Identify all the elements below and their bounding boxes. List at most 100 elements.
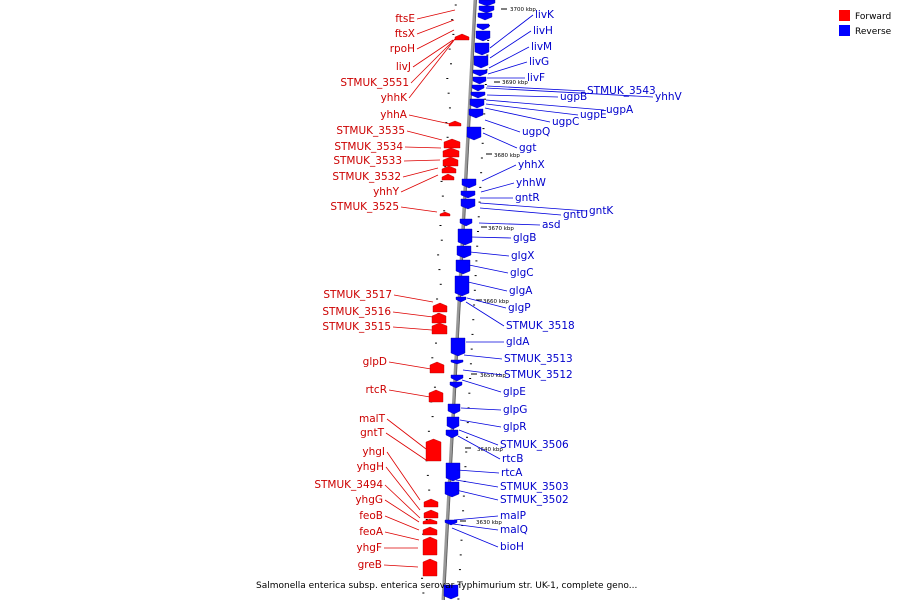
reverse-gene-arrow[interactable] [446,416,460,430]
reverse-gene-arrow[interactable] [457,228,473,246]
reverse-gene-label[interactable]: STMUK_3503 [500,481,569,493]
reverse-gene-arrow[interactable] [472,69,488,77]
reverse-gene-label[interactable]: STMUK_3512 [504,369,573,381]
reverse-gene-label[interactable]: glgX [511,250,534,262]
forward-gene-arrow[interactable] [431,312,447,324]
forward-gene-arrow[interactable] [432,302,448,313]
reverse-gene-arrow[interactable] [444,481,460,498]
reverse-gene-label[interactable]: STMUK_3513 [504,353,573,365]
forward-gene-label[interactable]: STMUK_3515 [322,321,391,333]
forward-gene-label[interactable]: yhhY [373,186,400,198]
reverse-gene-arrow[interactable] [447,403,461,415]
forward-gene-label[interactable]: yhgG [355,494,383,506]
reverse-gene-arrow[interactable] [460,198,476,210]
forward-gene-arrow[interactable] [454,33,470,41]
reverse-gene-label[interactable]: ugpQ [522,126,550,138]
forward-gene-arrow[interactable] [422,526,438,536]
forward-gene-label[interactable]: yhhK [381,92,409,104]
forward-gene-arrow[interactable] [423,509,439,519]
reverse-gene-label[interactable]: yhhX [518,159,545,171]
reverse-gene-label[interactable]: ugpE [580,109,607,121]
reverse-gene-arrow[interactable] [455,296,467,303]
reverse-gene-arrow[interactable] [466,126,482,141]
reverse-gene-label[interactable]: asd [542,219,561,231]
reverse-gene-label[interactable]: STMUK_3518 [506,320,575,332]
reverse-gene-label[interactable]: malP [500,510,526,522]
forward-gene-label[interactable]: STMUK_3535 [336,125,405,137]
forward-gene-label[interactable]: feoB [359,510,383,522]
reverse-gene-label[interactable]: livM [531,41,552,53]
reverse-gene-arrow[interactable] [445,429,459,439]
reverse-gene-label[interactable]: bioH [500,541,524,553]
forward-gene-label[interactable]: STMUK_3525 [330,201,399,213]
forward-gene-label[interactable]: yhgI [362,446,385,458]
reverse-gene-label[interactable]: glpG [503,404,527,416]
reverse-gene-label[interactable]: glgB [513,232,536,244]
reverse-gene-label[interactable]: livK [535,9,555,21]
forward-gene-arrow[interactable] [422,536,438,556]
reverse-gene-label[interactable]: malQ [500,524,528,536]
forward-gene-arrow[interactable] [425,438,442,462]
reverse-gene-arrow[interactable] [443,584,459,600]
forward-gene-arrow[interactable] [441,165,457,174]
forward-gene-arrow[interactable] [443,138,461,149]
reverse-gene-arrow[interactable] [471,84,485,92]
forward-gene-label[interactable]: STMUK_3551 [340,77,409,89]
reverse-gene-label[interactable]: rtcB [502,453,523,465]
reverse-gene-arrow[interactable] [461,178,477,189]
forward-gene-label[interactable]: malT [359,413,386,425]
forward-gene-label[interactable]: ftsX [395,28,415,40]
reverse-gene-arrow[interactable] [459,218,473,227]
reverse-gene-label[interactable]: gntU [563,209,588,221]
reverse-gene-label[interactable]: glgA [509,285,533,297]
reverse-gene-label[interactable]: ggt [519,142,536,154]
reverse-gene-arrow[interactable] [449,381,463,389]
forward-gene-arrow[interactable] [429,361,445,374]
reverse-gene-label[interactable]: STMUK_3502 [500,494,569,506]
reverse-gene-label[interactable]: rtcA [501,467,523,479]
forward-gene-label[interactable]: rpoH [390,43,415,55]
reverse-gene-arrow[interactable] [454,275,470,297]
reverse-gene-label[interactable]: livG [529,56,549,68]
reverse-gene-arrow[interactable] [472,76,487,85]
reverse-gene-label[interactable]: glgC [510,267,534,279]
forward-gene-label[interactable]: STMUK_3533 [333,155,402,167]
reverse-gene-label[interactable]: STMUK_3506 [500,439,569,451]
forward-gene-arrow[interactable] [442,156,459,167]
reverse-gene-label[interactable]: livH [533,25,553,37]
forward-gene-label[interactable]: yhgH [357,461,384,473]
forward-gene-arrow[interactable] [439,211,451,217]
reverse-gene-arrow[interactable] [476,23,490,31]
forward-gene-label[interactable]: STMUK_3534 [334,141,403,153]
forward-gene-arrow[interactable] [423,498,439,508]
reverse-gene-label[interactable]: ugpB [560,91,587,103]
forward-gene-label[interactable]: feoA [359,526,384,538]
forward-gene-label[interactable]: STMUK_3532 [332,171,401,183]
forward-gene-arrow[interactable] [428,389,444,403]
reverse-gene-arrow[interactable] [469,98,485,109]
reverse-gene-label[interactable]: livF [527,72,545,84]
reverse-gene-label[interactable]: yhhV [655,91,683,103]
reverse-gene-arrow[interactable] [468,108,484,119]
reverse-gene-arrow[interactable] [477,12,493,21]
reverse-gene-label[interactable]: gntR [515,192,540,204]
reverse-gene-arrow[interactable] [450,374,464,382]
forward-gene-arrow[interactable] [448,120,462,127]
forward-gene-label[interactable]: gntT [360,427,384,439]
reverse-gene-arrow[interactable] [478,5,495,14]
reverse-gene-label[interactable]: ugpC [552,116,579,128]
reverse-gene-arrow[interactable] [473,55,489,69]
reverse-gene-arrow[interactable] [445,462,461,482]
forward-gene-label[interactable]: greB [358,559,382,571]
reverse-gene-arrow[interactable] [450,359,464,365]
forward-gene-label[interactable]: yhhA [380,109,408,121]
reverse-gene-arrow[interactable] [478,0,496,7]
forward-gene-label[interactable]: glpD [363,356,387,368]
reverse-gene-label[interactable]: glgP [508,302,531,314]
reverse-gene-label[interactable]: ugpA [606,104,634,116]
reverse-gene-arrow[interactable] [470,91,486,99]
forward-gene-label[interactable]: yhgF [356,542,382,554]
forward-gene-arrow[interactable] [431,322,448,335]
reverse-gene-arrow[interactable] [455,259,471,275]
forward-gene-label[interactable]: livJ [396,61,411,73]
